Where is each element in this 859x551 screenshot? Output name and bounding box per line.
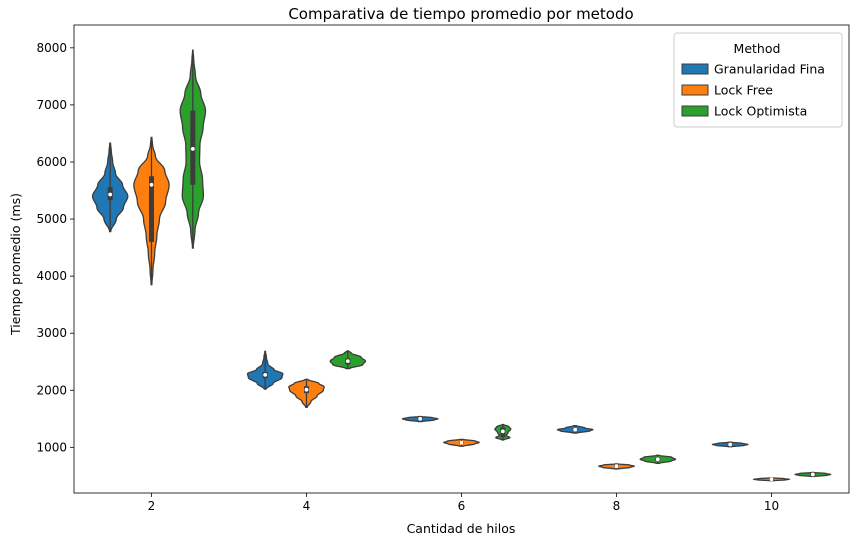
y-tick-label: 4000 <box>36 269 67 283</box>
violin-box <box>149 176 154 242</box>
y-axis: 1000 2000 3000 4000 5000 6000 7000 8000 <box>36 41 74 454</box>
y-tick-label: 3000 <box>36 326 67 340</box>
x-tick-label: 8 <box>613 499 621 513</box>
violin-median <box>769 477 774 482</box>
y-tick-label: 5000 <box>36 212 67 226</box>
y-tick-label: 2000 <box>36 383 67 397</box>
violin-median <box>263 372 268 377</box>
legend-title: Method <box>734 41 781 56</box>
violin-median <box>108 192 113 197</box>
legend-swatch <box>681 84 709 96</box>
violin-median <box>810 472 815 477</box>
violin-median <box>149 182 154 187</box>
legend-swatch <box>681 105 709 117</box>
y-tick-label: 8000 <box>36 41 67 55</box>
legend-items: Granularidad Fina Lock Free Lock Optimista <box>681 62 825 119</box>
y-tick-label: 6000 <box>36 155 67 169</box>
violin-median <box>304 387 309 392</box>
x-tick-label: 4 <box>303 499 311 513</box>
legend-label: Lock Free <box>714 83 773 98</box>
violin-median <box>500 429 505 434</box>
violins-layer <box>91 49 832 482</box>
violin-median <box>418 416 423 421</box>
legend-label: Lock Optimista <box>714 104 807 119</box>
x-tick-label: 6 <box>458 499 466 513</box>
violin-median <box>345 359 350 364</box>
violin-median <box>190 146 195 151</box>
y-axis-title: Tiempo promedio (ms) <box>8 193 23 336</box>
violin-median <box>459 440 464 445</box>
violin-median <box>614 464 619 469</box>
chart-title: Comparativa de tiempo promedio por metod… <box>288 5 633 23</box>
legend-label: Granularidad Fina <box>714 62 825 77</box>
x-axis: 2 4 6 8 10 <box>148 493 779 513</box>
legend: Method Granularidad Fina Lock Free Lock Op… <box>673 32 843 128</box>
y-tick-label: 7000 <box>36 98 67 112</box>
x-tick-label: 10 <box>764 499 779 513</box>
x-tick-label: 2 <box>148 499 156 513</box>
legend-swatch <box>681 63 709 75</box>
y-tick-label: 1000 <box>36 440 67 454</box>
violin-median <box>728 442 733 447</box>
x-axis-title: Cantidad de hilos <box>407 521 516 536</box>
legend-frame <box>673 32 843 128</box>
violin-median <box>655 457 660 462</box>
violin-median <box>573 427 578 432</box>
